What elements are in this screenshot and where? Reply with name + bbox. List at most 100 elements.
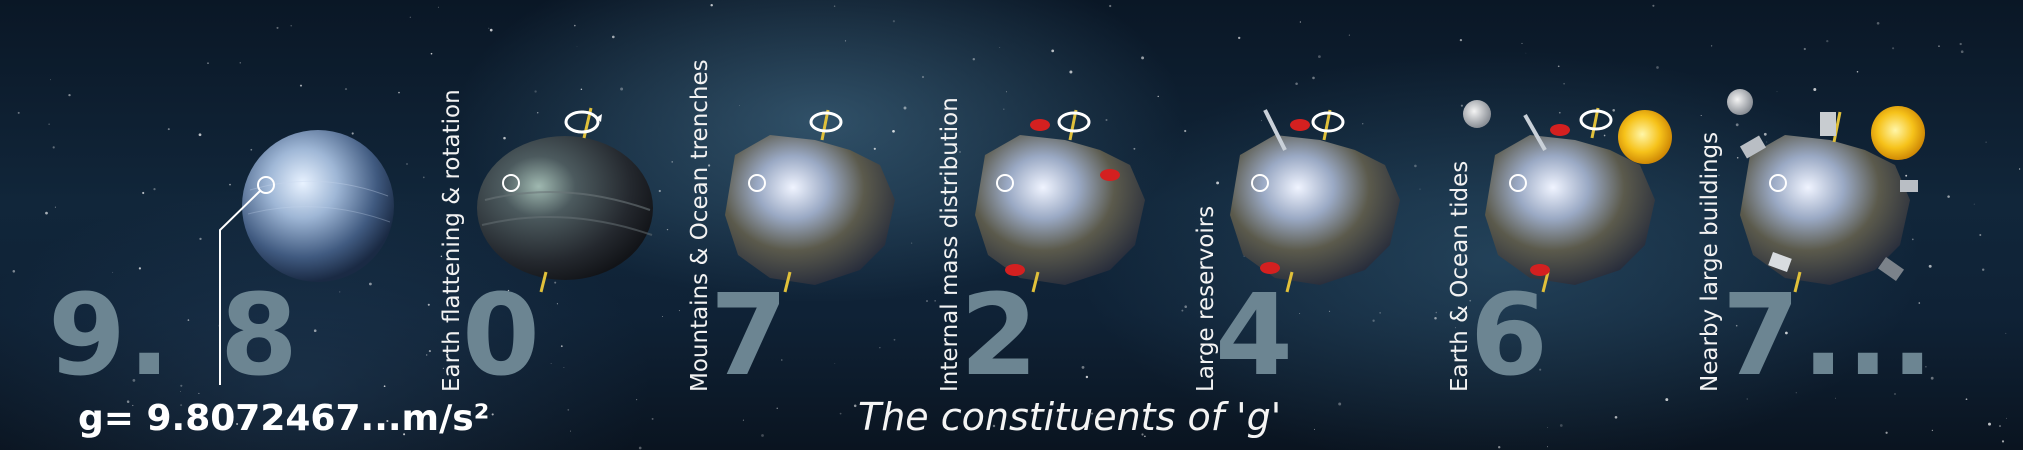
star <box>839 412 842 415</box>
label-large-reservoirs: Large reservoirs <box>1193 205 1219 392</box>
star <box>491 413 494 416</box>
star <box>834 363 836 364</box>
star <box>1960 50 1964 54</box>
star <box>313 329 317 333</box>
rotation-arrow-icon <box>564 110 602 134</box>
label-nearby-buildings: Nearby large buildings <box>1697 131 1723 392</box>
star <box>132 379 136 382</box>
star <box>1085 375 1089 379</box>
star <box>1558 111 1561 114</box>
star <box>180 391 181 392</box>
digit-0: 0 <box>462 271 542 401</box>
star <box>1763 132 1767 136</box>
star <box>398 91 400 94</box>
star <box>1547 427 1549 428</box>
star <box>1918 302 1921 304</box>
star <box>1612 109 1615 112</box>
star <box>528 351 530 353</box>
star <box>992 424 996 428</box>
star <box>1999 425 2001 427</box>
building-icon <box>1820 112 1836 136</box>
star <box>1434 317 1437 320</box>
star <box>153 188 156 191</box>
star <box>910 242 913 244</box>
star <box>437 6 439 8</box>
star <box>299 84 303 87</box>
star <box>1982 268 1985 271</box>
star <box>1925 365 1927 368</box>
star <box>710 3 713 7</box>
rocky-globe-buildings-icon <box>1739 111 1918 293</box>
star <box>1856 71 1859 73</box>
star <box>776 407 778 409</box>
star <box>1141 433 1144 436</box>
star <box>1069 70 1073 74</box>
star <box>1985 141 1987 143</box>
star <box>678 310 680 312</box>
globe-icon <box>242 130 394 282</box>
star <box>1876 21 1880 25</box>
star <box>1652 4 1655 7</box>
star <box>671 161 673 163</box>
label-mountains-trenches: Mountains & Ocean trenches <box>687 59 713 392</box>
star <box>1795 392 1797 394</box>
star <box>1261 120 1262 122</box>
star <box>138 267 142 270</box>
star <box>236 423 239 425</box>
star <box>1414 164 1417 168</box>
star <box>1105 118 1108 122</box>
flattened-globe-icon <box>477 107 653 293</box>
star <box>554 281 557 284</box>
star <box>1238 36 1241 40</box>
star <box>1979 234 1982 236</box>
star <box>1455 327 1456 329</box>
star <box>1362 123 1364 125</box>
rocky-globe-tides-icon <box>1485 107 1655 293</box>
star <box>2005 332 2007 334</box>
star <box>658 189 661 193</box>
moon-icon <box>1727 89 1753 115</box>
star <box>833 5 836 7</box>
star <box>507 289 510 292</box>
star <box>132 404 134 407</box>
moon-icon <box>1463 100 1491 128</box>
star <box>430 52 433 55</box>
star <box>198 392 200 394</box>
star <box>229 183 231 186</box>
star <box>344 88 348 91</box>
pointer-line <box>219 176 275 385</box>
star <box>934 300 936 302</box>
star <box>1144 435 1146 438</box>
star <box>351 132 354 135</box>
star <box>1109 4 1112 8</box>
star <box>1559 424 1563 427</box>
digit-7: 7 <box>710 271 790 401</box>
star <box>1525 52 1527 54</box>
star <box>1469 299 1472 302</box>
star <box>1700 114 1702 117</box>
star <box>1460 104 1463 107</box>
star <box>959 151 961 153</box>
star <box>707 164 711 167</box>
star <box>1735 123 1739 127</box>
star <box>1988 422 1991 426</box>
star <box>180 404 183 407</box>
star <box>1299 313 1301 314</box>
star <box>1133 147 1136 150</box>
star <box>239 62 241 64</box>
star <box>701 81 705 84</box>
star <box>892 20 895 23</box>
star <box>1614 415 1618 419</box>
star <box>534 90 537 93</box>
star <box>1081 365 1085 369</box>
star <box>761 434 764 437</box>
star <box>1184 129 1187 133</box>
digit-4: 4 <box>1215 271 1295 401</box>
star <box>1911 238 1914 241</box>
star <box>1546 446 1548 448</box>
star <box>1526 345 1529 348</box>
label-earth-ocean-tides: Earth & Ocean tides <box>1447 160 1473 392</box>
star <box>1435 311 1438 314</box>
star <box>1005 91 1007 93</box>
